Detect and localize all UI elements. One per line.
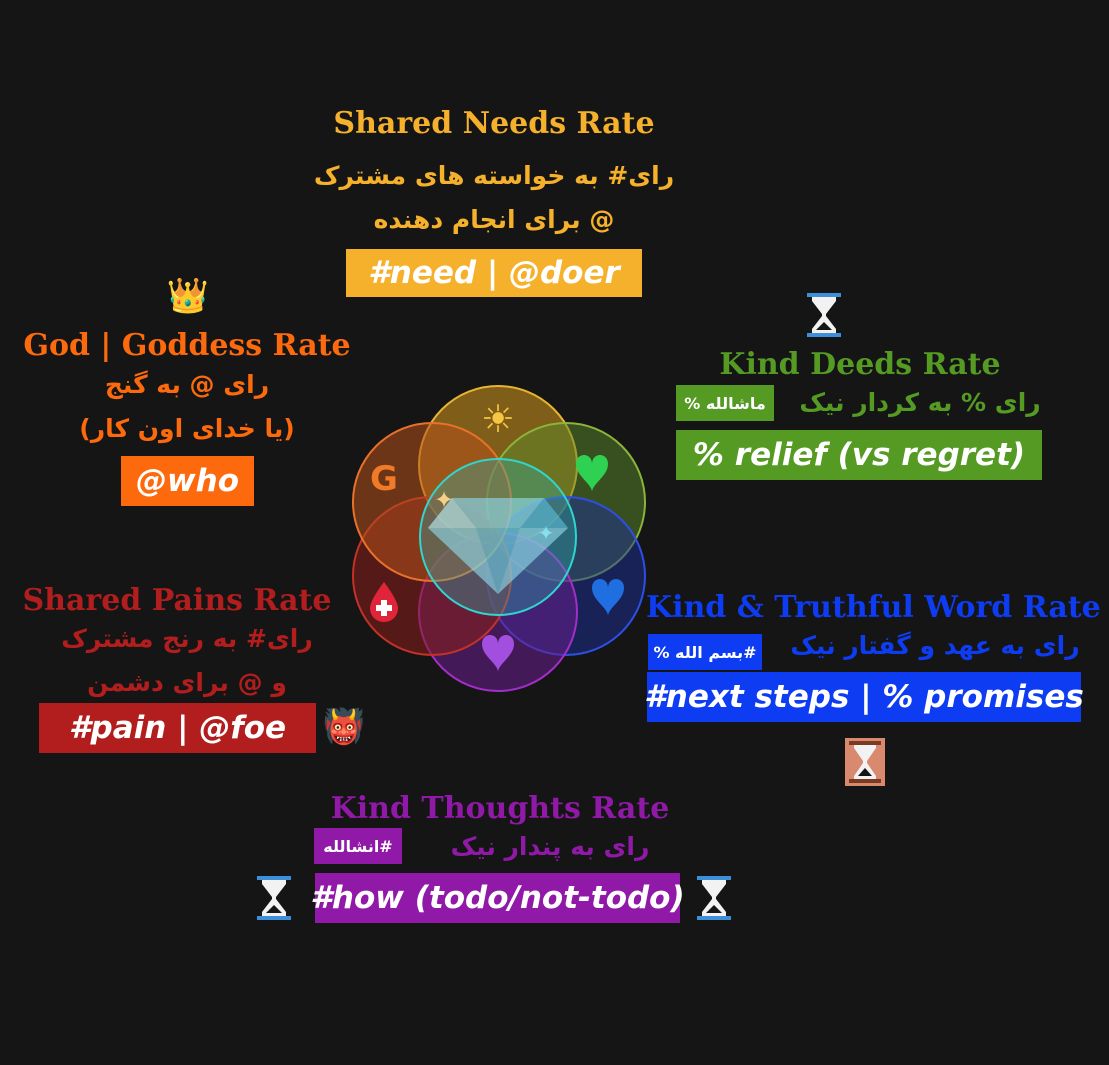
blood-drop-icon	[370, 582, 398, 622]
petal-g-letter: G	[370, 459, 398, 499]
word-title: Kind & Truthful Word Rate	[646, 590, 1101, 625]
pains-fa-line2: و @ برای دشمن	[87, 668, 287, 697]
needs-title: Shared Needs Rate	[333, 106, 655, 141]
pains-fa-line1: رای# به رنج مشترک	[61, 624, 313, 653]
god-title: God | Goddess Rate	[23, 328, 351, 363]
purple-heart-icon	[482, 635, 514, 672]
god-tag: @who	[121, 456, 254, 506]
deeds-tag: % relief (vs regret)	[676, 430, 1042, 480]
deeds-badge: ماشالله %	[676, 385, 774, 421]
ogre-icon: 👹	[322, 707, 366, 747]
word-badge: #بسم الله %	[648, 634, 762, 670]
hourglass-icon	[845, 738, 885, 786]
deeds-title: Kind Deeds Rate	[719, 347, 1001, 382]
hourglass-icon	[807, 293, 841, 337]
blue-heart-icon	[592, 579, 624, 616]
hourglass-icon	[697, 876, 731, 920]
sparkle-icon: ✦	[538, 521, 555, 545]
flower-diagram: ✦ ✦ ☀ G	[352, 385, 646, 692]
hourglass-icon	[257, 876, 291, 920]
needs-fa-line1: رای# به خواسته های مشترک	[313, 161, 675, 190]
needs-fa-line2: @ برای انجام دهنده	[373, 205, 615, 234]
sun-icon: ☀	[481, 397, 515, 441]
word-tag: #next steps | % promises	[644, 672, 1084, 722]
word-fa-line: رای به عهد و گفتار نیک	[790, 631, 1080, 660]
diamond-icon	[428, 498, 568, 594]
thoughts-title: Kind Thoughts Rate	[330, 791, 670, 826]
god-fa-line2: (یا خدای اون کار)	[79, 414, 295, 443]
crown-icon: 👑	[166, 276, 210, 316]
thoughts-badge: #انشالله	[314, 828, 402, 864]
pains-title: Shared Pains Rate	[22, 583, 332, 618]
thoughts-tag: #how (todo/not-todo)	[310, 873, 685, 923]
sparkle-icon: ✦	[434, 486, 454, 514]
thoughts-fa-line: رای به پندار نیک	[450, 832, 650, 861]
needs-tag: #need | @doer	[346, 249, 642, 297]
pains-tag: #pain | @foe	[39, 703, 316, 753]
god-fa-line1: رای @ به گنج	[104, 370, 270, 399]
green-heart-icon	[576, 455, 608, 492]
deeds-fa-line: رای % به کردار نیک	[799, 388, 1041, 417]
